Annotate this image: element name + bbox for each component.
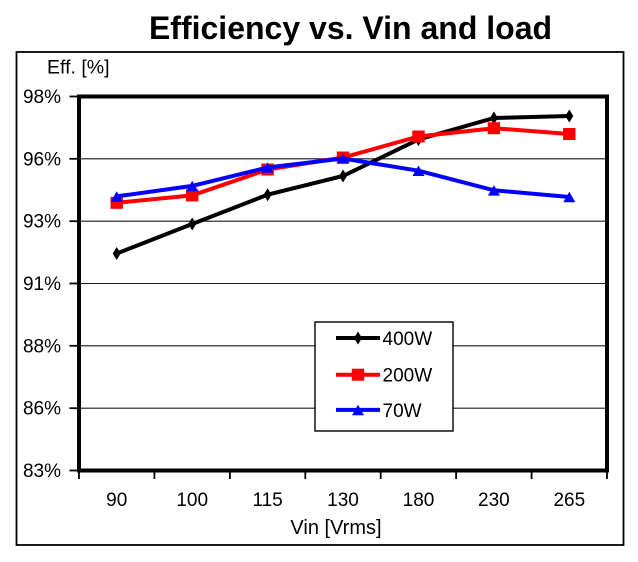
svg-text:70W: 70W <box>383 401 422 422</box>
svg-text:180: 180 <box>403 490 435 511</box>
svg-text:83%: 83% <box>23 461 61 482</box>
svg-text:96%: 96% <box>23 149 61 170</box>
svg-text:400W: 400W <box>383 329 433 350</box>
svg-text:Vin [Vrms]: Vin [Vrms] <box>290 517 381 539</box>
svg-text:86%: 86% <box>23 399 61 420</box>
svg-text:88%: 88% <box>23 336 61 357</box>
svg-text:91%: 91% <box>23 274 61 295</box>
svg-text:98%: 98% <box>23 87 61 108</box>
svg-text:265: 265 <box>553 490 585 511</box>
svg-text:90: 90 <box>106 490 127 511</box>
svg-text:115: 115 <box>252 490 282 511</box>
svg-text:Eff. [%]: Eff. [%] <box>47 57 110 79</box>
svg-text:100: 100 <box>176 490 208 511</box>
svg-text:Efficiency vs. Vin and load: Efficiency vs. Vin and load <box>149 10 552 46</box>
svg-text:200W: 200W <box>383 366 433 387</box>
svg-text:230: 230 <box>478 490 510 511</box>
svg-text:93%: 93% <box>23 212 61 233</box>
svg-text:130: 130 <box>327 490 359 511</box>
